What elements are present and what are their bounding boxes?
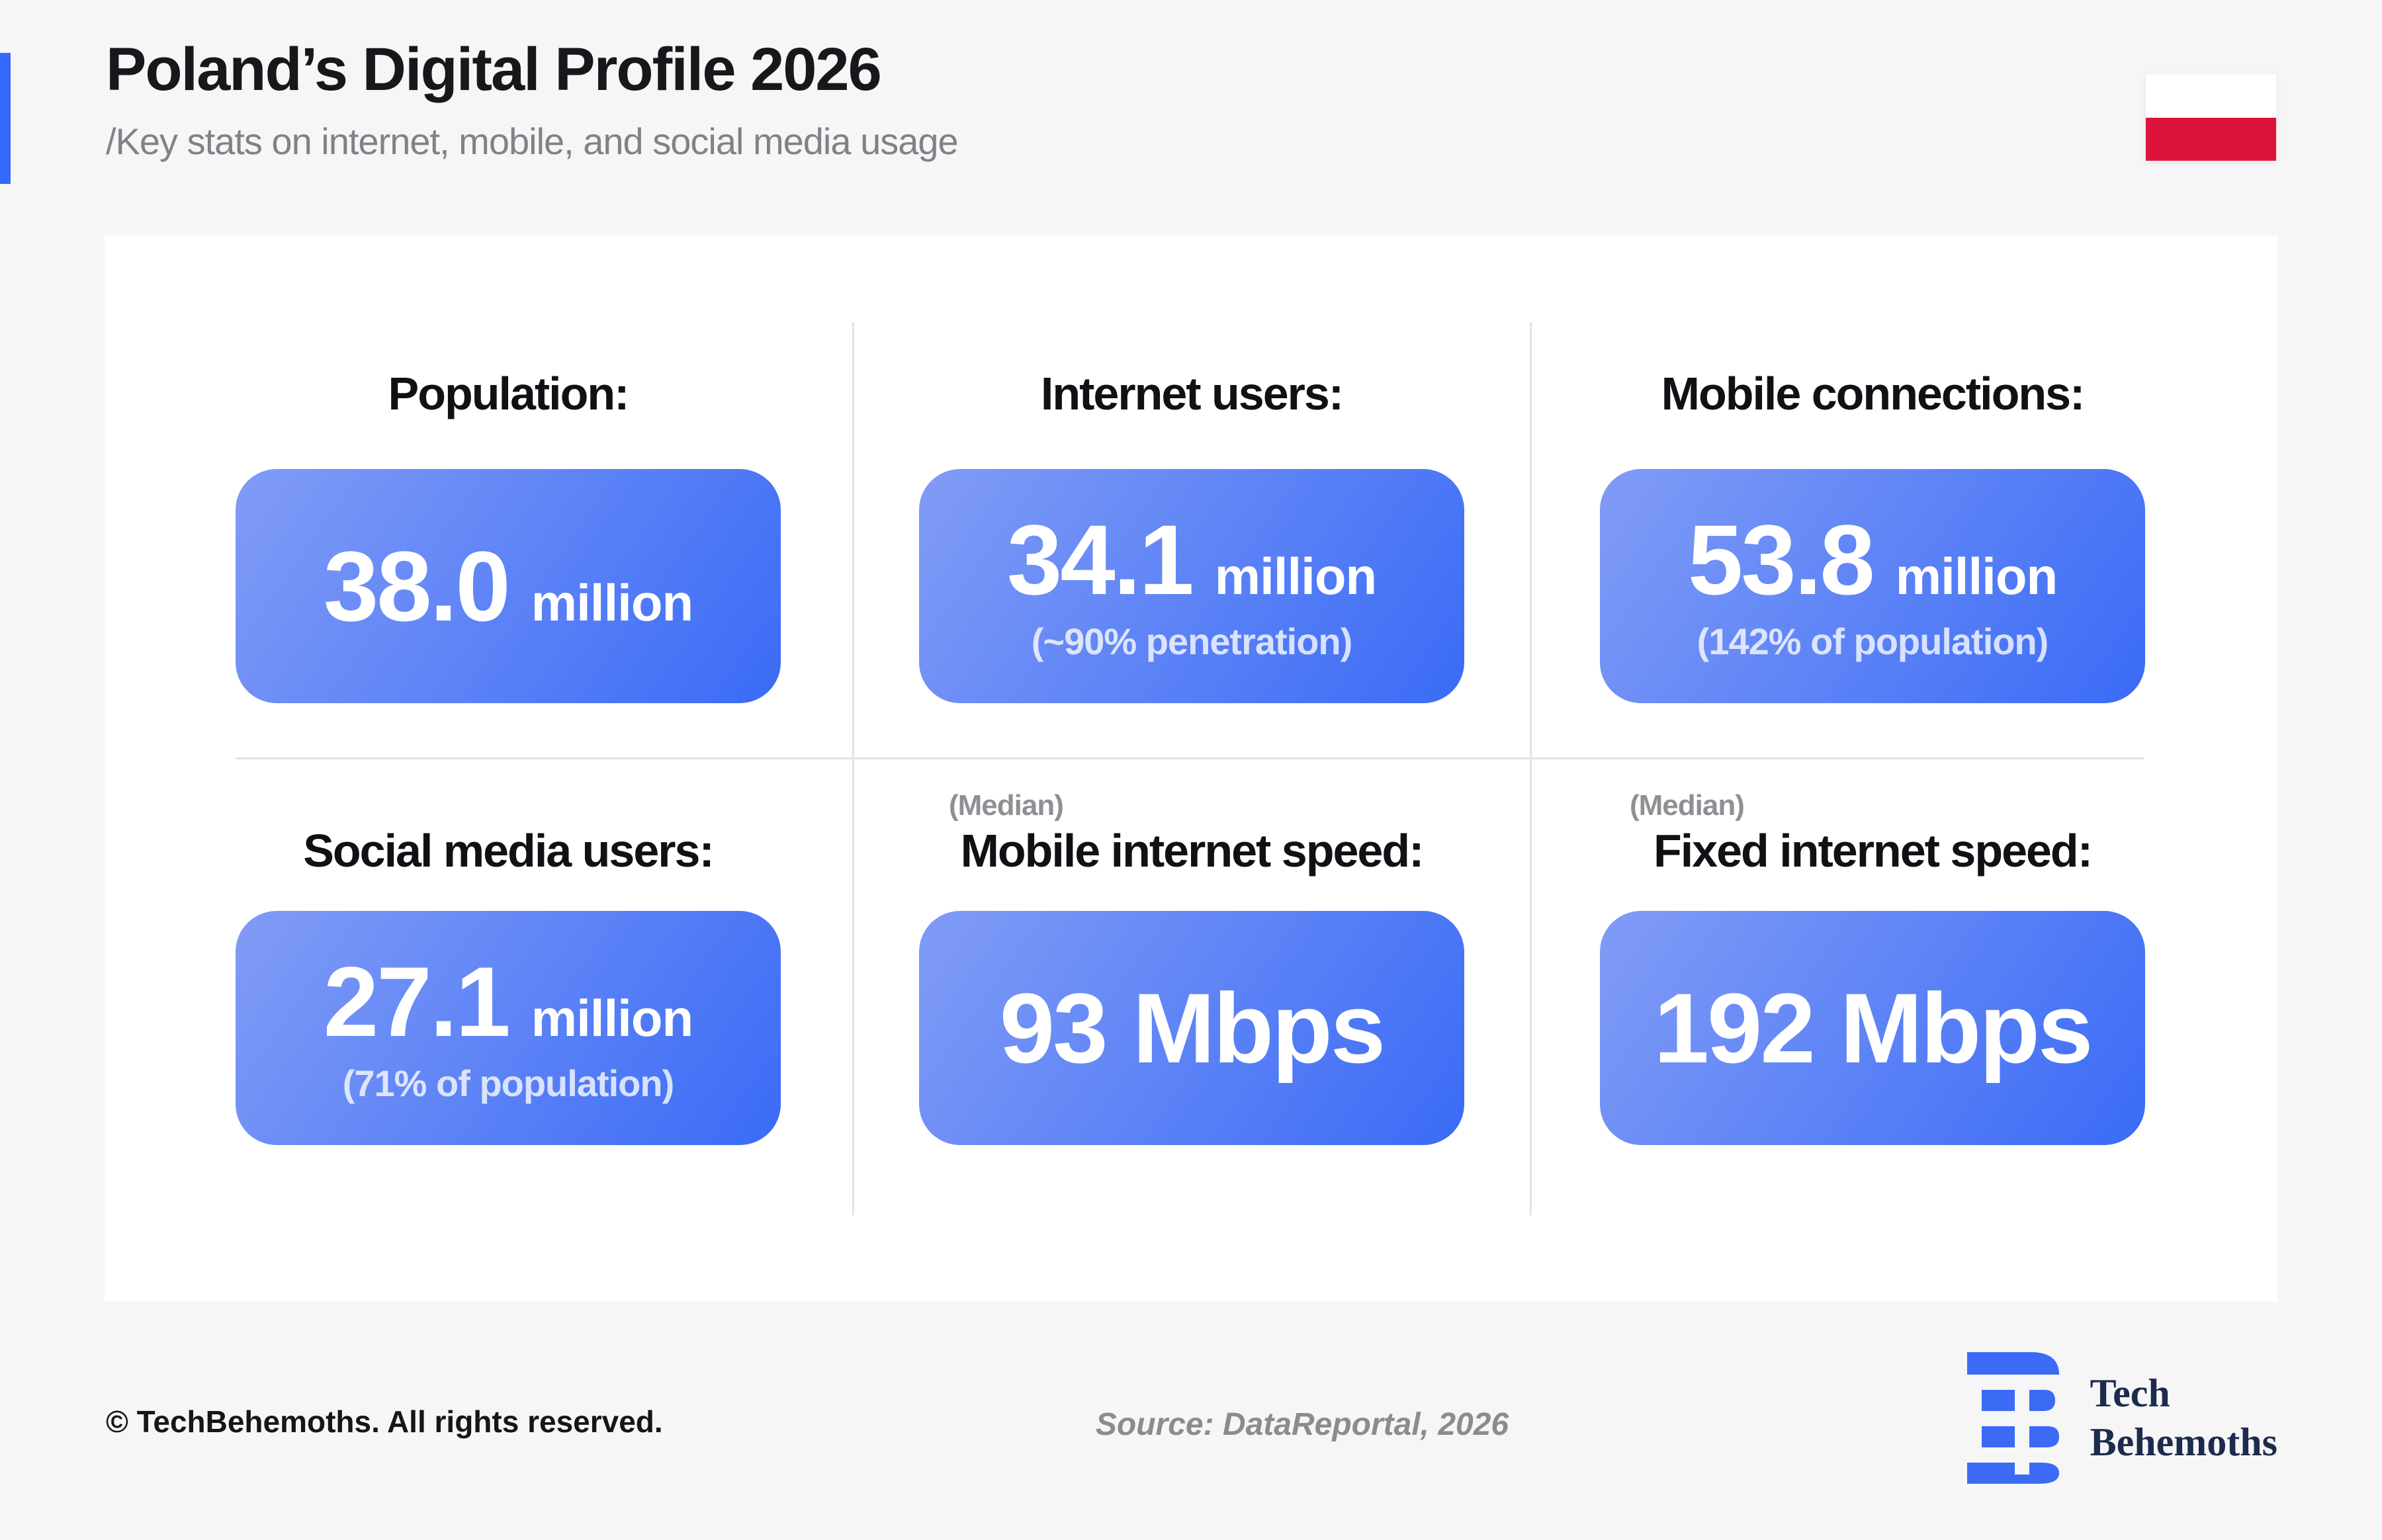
stat-value: 93 [999, 972, 1108, 1084]
stat-line: 27.1 million [324, 952, 693, 1051]
stat-card-mobile-connections: 53.8 million (142% of population) [1600, 469, 2145, 703]
stat-card-population: 38.0 million [236, 469, 781, 703]
stat-unit: million [531, 988, 693, 1047]
accent-bar [0, 53, 11, 184]
stat-line: 34.1 million [1006, 503, 1377, 615]
header: Poland’s Digital Profile 2026 /Key stats… [106, 36, 959, 163]
stat-card-internet-users: 34.1 million (~90% penetration) [919, 469, 1464, 703]
stat-value: 53.8 [1687, 503, 1875, 615]
median-label [236, 787, 781, 824]
stat-cell-internet-users: Internet users: 34.1 million (~90% penet… [919, 367, 1464, 703]
vertical-divider [1530, 322, 1532, 1215]
stat-card-social-media-users: 27.1 million (71% of population) [236, 911, 781, 1145]
stat-unit: million [531, 574, 693, 632]
techbehemoths-logo-text: Tech Behemoths [2090, 1369, 2277, 1466]
stat-subnote: (71% of population) [342, 1062, 675, 1104]
flag-red-stripe [2146, 117, 2276, 161]
stat-card-mobile-internet-speed: 93 Mbps [919, 911, 1464, 1145]
techbehemoths-logo-icon [1966, 1352, 2059, 1484]
stat-subnote: (142% of population) [1697, 620, 2049, 662]
stat-card-fixed-internet-speed: 192 Mbps [1600, 911, 2145, 1145]
techbehemoths-logo: Tech Behemoths [1966, 1352, 2277, 1484]
stat-cell-mobile-internet-speed: (Median) Mobile internet speed: 93 Mbps [919, 787, 1464, 1145]
stats-panel: Population: 38.0 million Internet users:… [105, 235, 2277, 1302]
stat-label: Population: [388, 368, 630, 419]
stat-label: Mobile connections: [1661, 368, 2086, 419]
stat-label: Internet users: [1040, 368, 1344, 419]
page-title: Poland’s Digital Profile 2026 [106, 36, 882, 103]
stat-line: 38.0 million [324, 536, 693, 636]
median-label: (Median) [1630, 789, 1745, 822]
logo-text-line2: Behemoths [2090, 1420, 2277, 1464]
stat-unit: Mbps [1839, 972, 2094, 1084]
stat-cell-mobile-connections: Mobile connections: 53.8 million (142% o… [1600, 367, 2145, 703]
stat-cell-social-media-users: Social media users: 27.1 million (71% of… [236, 787, 781, 1145]
stat-label: Mobile internet speed: [960, 825, 1425, 877]
stat-value: 34.1 [1006, 503, 1194, 615]
stat-unit: million [1214, 546, 1377, 605]
source-text: Source: DataReportal, 2026 [1095, 1407, 1509, 1442]
stat-label: Fixed internet speed: [1653, 825, 2093, 877]
stat-value: 27.1 [323, 945, 511, 1057]
stat-line: 192 Mbps [1654, 972, 2094, 1084]
stat-value: 38.0 [323, 531, 511, 642]
stat-unit: million [1895, 546, 2058, 605]
poland-flag-icon [2146, 74, 2276, 161]
copyright-text: © TechBehemoths. All rights reserved. [106, 1404, 663, 1439]
stat-subnote: (~90% penetration) [1031, 620, 1353, 662]
page-subtitle: /Key stats on internet, mobile, and soci… [106, 120, 959, 163]
stat-line: 53.8 million [1687, 503, 2058, 615]
stat-label: Social media users: [303, 825, 715, 877]
stat-line: 93 Mbps [999, 972, 1386, 1084]
logo-text-line1: Tech [2090, 1371, 2170, 1416]
median-label: (Median) [949, 789, 1064, 822]
stat-unit: Mbps [1132, 972, 1386, 1084]
stat-cell-population: Population: 38.0 million [236, 367, 781, 703]
horizontal-divider [236, 757, 2144, 759]
flag-white-stripe [2146, 74, 2276, 118]
stat-value: 192 [1654, 972, 1816, 1084]
vertical-divider [852, 322, 854, 1215]
stat-cell-fixed-internet-speed: (Median) Fixed internet speed: 192 Mbps [1600, 787, 2145, 1145]
